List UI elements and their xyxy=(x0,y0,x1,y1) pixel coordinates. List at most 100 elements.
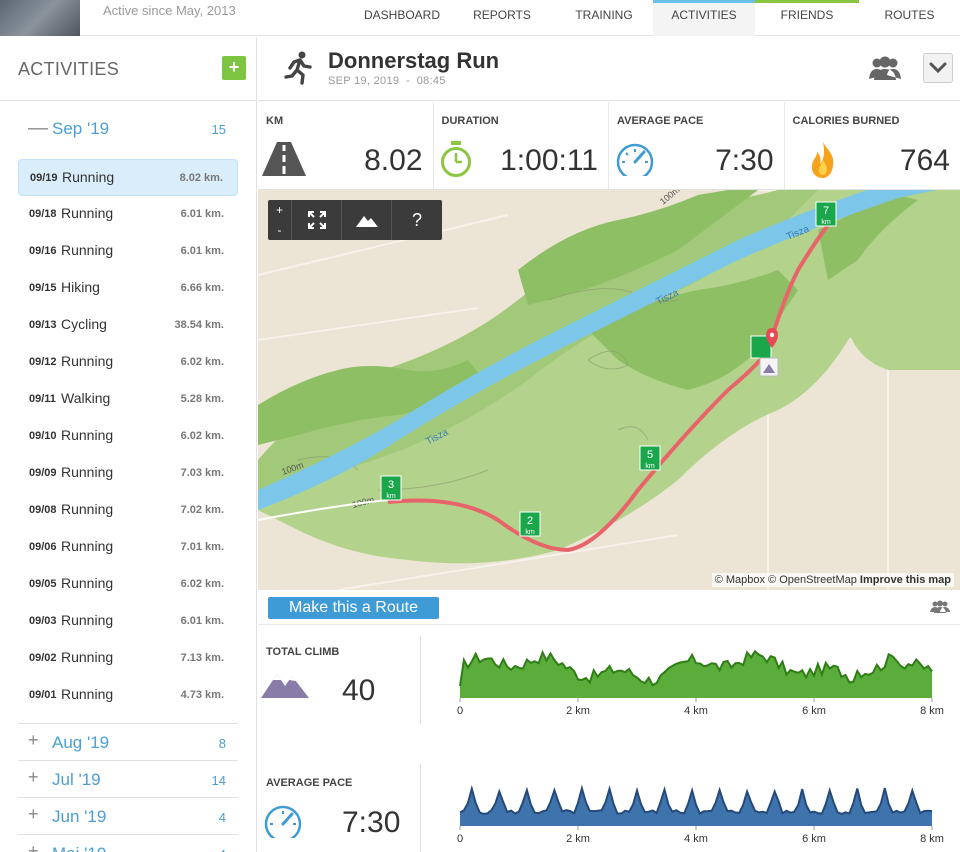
x-tick-label: 2 km xyxy=(566,705,590,717)
nav-dashboard[interactable]: DASHBOARD xyxy=(363,8,440,22)
climb-area xyxy=(460,651,932,698)
activity-list-item[interactable]: 09/05 Running 6.02 km. xyxy=(18,566,238,603)
activity-date: 09/06 xyxy=(29,541,57,553)
nav-activities[interactable]: ACTIVITIES xyxy=(653,0,755,36)
activity-list-item[interactable]: 09/10 Running 6.02 km. xyxy=(18,418,238,455)
activity-list-item[interactable]: 09/09 Running 7.03 km. xyxy=(18,455,238,492)
activity-name: Running xyxy=(61,649,114,665)
map-canvas[interactable]: Tisza Tisza Tisza 100m 100m 100m 2km 3km… xyxy=(258,190,960,590)
activity-distance: 8.02 km. xyxy=(179,172,223,184)
x-tick-label: 8 km xyxy=(920,833,944,845)
member-since: Active since May, 2013 xyxy=(103,3,236,18)
zoom-out-button[interactable]: - xyxy=(277,223,282,237)
collapse-icon[interactable]: — xyxy=(28,117,48,139)
pace-chart[interactable]: 0 2 km 4 km 6 km 8 km xyxy=(450,764,954,852)
activity-distance: 6.66 km. xyxy=(180,282,224,294)
activity-list-item[interactable]: 09/15 Hiking 6.66 km. xyxy=(18,270,238,307)
elevation-chart[interactable]: 0 2 km 4 km 6 km 8 km xyxy=(450,636,954,726)
group-icon[interactable] xyxy=(930,600,950,613)
expand-icon[interactable]: + xyxy=(28,730,39,750)
activity-list-item[interactable]: 09/06 Running 7.01 km. xyxy=(18,529,238,566)
nav-reports[interactable]: REPORTS xyxy=(473,8,531,22)
activity-distance: 38.54 km. xyxy=(174,319,224,331)
chevron-down-icon xyxy=(929,62,947,74)
x-tick-label: 0 xyxy=(457,833,463,845)
km-marker-5[interactable]: 5 km xyxy=(639,445,661,471)
mountains-icon xyxy=(261,674,309,698)
expand-icon xyxy=(307,211,326,229)
expand-icon[interactable]: + xyxy=(28,767,39,787)
activity-list-item[interactable]: 09/03 Running 6.01 km. xyxy=(18,603,238,640)
month-count: 14 xyxy=(211,773,226,788)
make-route-button[interactable]: Make this a Route xyxy=(268,597,439,619)
fullscreen-button[interactable] xyxy=(292,200,342,240)
activity-distance: 6.02 km. xyxy=(180,578,224,590)
month-label[interactable]: Jul '19 xyxy=(52,770,101,789)
activity-list-item[interactable]: 09/08 Running 7.02 km. xyxy=(18,492,238,529)
route-map[interactable]: Tisza Tisza Tisza 100m 100m 100m 2 km 3 km… xyxy=(258,190,960,590)
options-dropdown-button[interactable] xyxy=(923,53,953,83)
km-marker-unit: km xyxy=(645,463,655,470)
month-group[interactable]: + Aug '19 8 xyxy=(18,723,238,760)
x-tick-label: 4 km xyxy=(684,705,708,717)
month-group-sep-2019[interactable]: — Sep '19 15 xyxy=(18,117,238,141)
activity-distance: 7.01 km. xyxy=(180,541,224,553)
nav-friends[interactable]: FRIENDS xyxy=(755,0,859,36)
month-label[interactable]: Mai '19 xyxy=(52,844,106,852)
activity-list-item[interactable]: 09/16 Running 6.01 km. xyxy=(18,233,238,270)
activity-date: 09/09 xyxy=(29,467,57,479)
add-activity-button[interactable]: + xyxy=(222,56,246,80)
activity-list-item[interactable]: 09/02 Running 7.13 km. xyxy=(18,640,238,677)
stat-duration: DURATION 1:00:11 xyxy=(434,102,609,189)
activity-name: Running xyxy=(61,205,114,221)
expand-icon[interactable]: + xyxy=(28,804,39,824)
help-button[interactable]: ? xyxy=(411,210,422,230)
profile-photo[interactable] xyxy=(0,0,80,36)
km-marker-3[interactable]: 3 km xyxy=(380,475,402,501)
finish-pin-icon[interactable] xyxy=(750,328,779,377)
activity-name: Running xyxy=(61,353,114,369)
terrain-button[interactable] xyxy=(342,200,392,240)
km-marker-7[interactable]: 7 km xyxy=(815,201,837,227)
km-marker-number: 2 xyxy=(527,515,533,527)
friends-icon[interactable] xyxy=(868,55,902,81)
month-label[interactable]: Aug '19 xyxy=(52,733,110,752)
stat-calories: CALORIES BURNED 764 xyxy=(785,102,960,189)
zoom-in-button[interactable]: + xyxy=(275,203,283,217)
month-group[interactable]: + Jul '19 14 xyxy=(18,760,238,797)
activity-time: 08:45 xyxy=(416,75,446,87)
month-label[interactable]: Sep '19 xyxy=(52,119,110,138)
activity-date: 09/19 xyxy=(30,172,58,184)
activity-list-item[interactable]: 09/12 Running 6.02 km. xyxy=(18,344,238,381)
km-marker-2[interactable]: 2 km xyxy=(519,511,541,537)
activity-date: 09/18 xyxy=(29,208,57,220)
nav-routes[interactable]: ROUTES xyxy=(884,8,935,22)
nav-training[interactable]: TRAINING xyxy=(575,8,633,22)
activity-list-item[interactable]: 09/13 Cycling 38.54 km. xyxy=(18,307,238,344)
activity-name: Running xyxy=(61,501,114,517)
month-group[interactable]: + Jun '19 4 xyxy=(18,797,238,834)
activity-list-item[interactable]: 09/01 Running 4.73 km. xyxy=(18,677,238,714)
month-label[interactable]: Jun '19 xyxy=(52,807,107,826)
flame-icon xyxy=(811,142,833,178)
month-group[interactable]: + Mai '19 4 xyxy=(18,834,238,852)
activity-list-item[interactable]: 09/11 Walking 5.28 km. xyxy=(18,381,238,418)
activity-list-item[interactable]: 09/19 Running 8.02 km. xyxy=(18,159,238,196)
pace-label: AVERAGE PACE xyxy=(266,777,353,789)
activity-distance: 7.03 km. xyxy=(180,467,224,479)
divider xyxy=(420,636,421,724)
activity-date: SEP 19, 2019 xyxy=(328,75,400,87)
improve-map-link[interactable]: Improve this map xyxy=(859,574,951,586)
expand-icon[interactable]: + xyxy=(28,841,39,852)
activity-name: Running xyxy=(61,464,114,480)
attribution-text[interactable]: © Mapbox © OpenStreetMap xyxy=(714,574,857,586)
stat-value: 764 xyxy=(899,144,950,177)
activity-list-item[interactable]: 09/18 Running 6.01 km. xyxy=(18,196,238,233)
stat-value: 1:00:11 xyxy=(500,144,598,177)
activity-date: 09/12 xyxy=(29,356,57,368)
activity-distance: 6.02 km. xyxy=(180,356,224,368)
activity-date: 09/01 xyxy=(29,689,57,701)
x-tick-label: 8 km xyxy=(920,705,944,717)
stat-label: DURATION xyxy=(441,115,499,127)
activity-datetime: SEP 19, 2019 - 08:45 xyxy=(328,75,446,87)
